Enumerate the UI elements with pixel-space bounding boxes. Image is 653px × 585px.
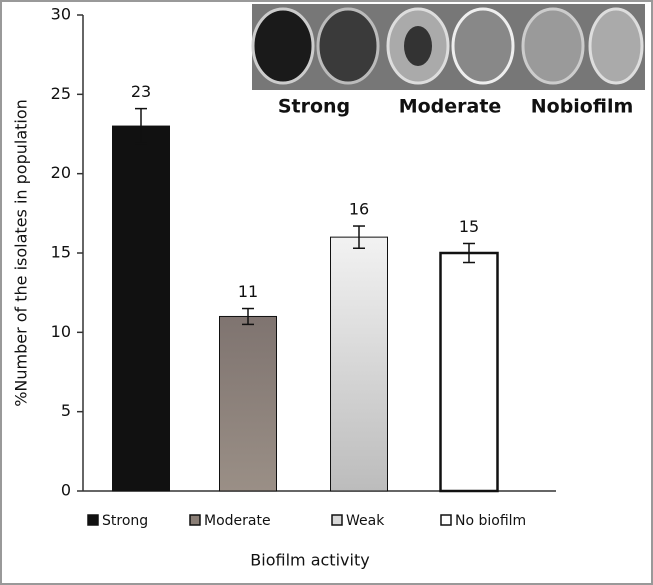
legend-label: No biofilm — [455, 513, 526, 529]
y-tick-label: 0 — [61, 481, 71, 500]
y-tick-label: 30 — [51, 5, 71, 24]
legend-label: Moderate — [204, 513, 271, 529]
y-tick-label: 15 — [51, 243, 71, 262]
legend-swatch — [189, 514, 201, 526]
legend-label: Weak — [346, 513, 385, 529]
y-tick-label: 20 — [51, 163, 71, 182]
bar — [439, 251, 499, 493]
y-tick-label: 10 — [51, 322, 71, 341]
value-label: 16 — [349, 200, 369, 219]
inset-photo — [251, 4, 645, 90]
value-label: 23 — [131, 82, 151, 101]
x-axis-label: Biofilm activity — [250, 551, 369, 570]
legend-label: Strong — [102, 513, 148, 529]
inset-label: Moderate — [399, 96, 502, 118]
legend-swatch — [440, 514, 452, 526]
y-axis-label: %Number of the isolates in population — [12, 99, 31, 407]
legend-swatch — [331, 514, 343, 526]
y-tick-label: 5 — [61, 401, 71, 420]
y-tick-label: 25 — [51, 84, 71, 103]
value-label: 11 — [238, 282, 258, 301]
bar — [330, 236, 388, 492]
legend-swatch — [87, 514, 99, 526]
bar — [112, 125, 170, 492]
bar — [219, 315, 277, 492]
inset-label: Strong — [278, 96, 350, 118]
inset-label: Nobiofilm — [531, 96, 634, 118]
value-label: 15 — [459, 217, 479, 236]
